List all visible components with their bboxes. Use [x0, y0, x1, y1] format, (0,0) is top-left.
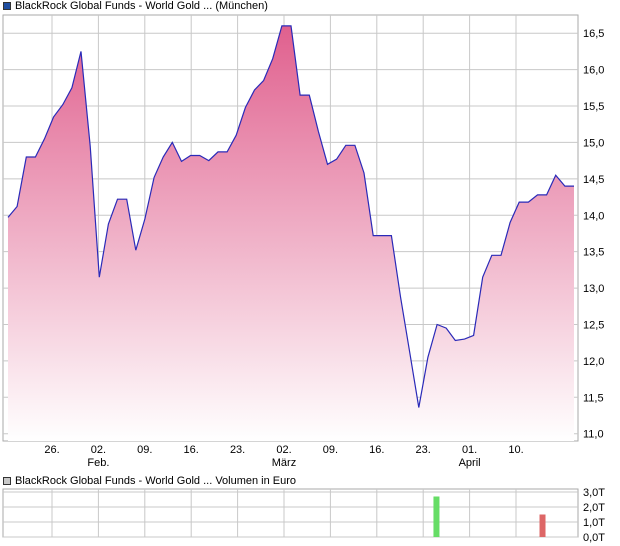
volume-legend-swatch: [3, 477, 11, 485]
price-x-tick-label: 16.: [369, 444, 384, 456]
price-y-tick-label: 12,0: [583, 356, 604, 368]
volume-y-tick-label: 0,0T: [583, 532, 605, 544]
volume-plot-frame: [2, 488, 579, 538]
volume-legend-label: BlackRock Global Funds - World Gold ... …: [15, 475, 297, 487]
price-y-tick-label: 13,0: [583, 283, 604, 295]
price-x-tick-label: 23.: [416, 444, 431, 456]
price-legend-swatch: [3, 2, 11, 10]
price-x-month-label: März: [272, 457, 296, 469]
price-line: [7, 25, 574, 408]
price-x-tick-label: 23.: [230, 444, 245, 456]
volume-y-tick-label: 2,0T: [583, 502, 605, 514]
price-legend-label: BlackRock Global Funds - World Gold ... …: [15, 0, 268, 12]
price-y-tick-label: 13,5: [583, 247, 604, 259]
volume-bar: [539, 514, 546, 537]
price-x-tick-label: 09.: [137, 444, 152, 456]
price-y-tick-label: 15,0: [583, 137, 604, 149]
volume-legend: BlackRock Global Funds - World Gold ... …: [3, 475, 296, 487]
price-y-tick-label: 16,0: [583, 65, 604, 77]
price-x-month-label: Feb.: [87, 457, 109, 469]
price-y-tick-label: 12,5: [583, 319, 604, 331]
price-legend: BlackRock Global Funds - World Gold ... …: [3, 0, 268, 12]
price-x-tick-label: 10.: [508, 444, 523, 456]
price-x-tick-label: 01.: [462, 444, 477, 456]
price-x-tick-label: 26.: [44, 444, 59, 456]
price-y-tick-label: 14,0: [583, 210, 604, 222]
price-y-tick-label: 11,0: [583, 429, 604, 441]
price-area: [8, 25, 574, 442]
volume-y-tick-label: 1,0T: [583, 517, 605, 529]
price-y-tick-label: 11,5: [583, 392, 604, 404]
volume-bar: [433, 496, 440, 537]
price-y-tick-label: 14,5: [583, 174, 604, 186]
price-x-tick-label: 09.: [323, 444, 338, 456]
price-x-month-label: April: [459, 457, 481, 469]
price-y-tick-label: 15,5: [583, 101, 604, 113]
price-x-tick-label: 02.: [276, 444, 291, 456]
volume-y-tick-label: 3,0T: [583, 487, 605, 499]
price-x-tick-label: 16.: [184, 444, 199, 456]
price-y-tick-label: 16,5: [583, 28, 604, 40]
price-x-tick-label: 02.: [91, 444, 106, 456]
